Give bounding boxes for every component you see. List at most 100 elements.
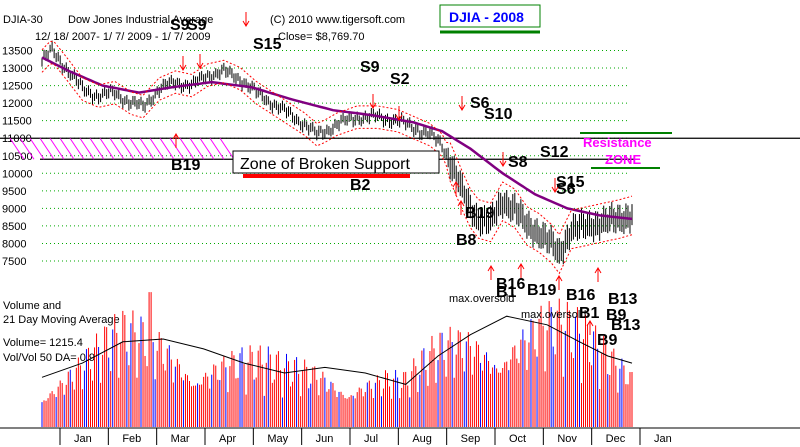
y-tick-label: 10000: [2, 168, 33, 180]
copyright: (C) 2010 www.tigersoft.com: [270, 14, 405, 26]
signal-label: B19: [171, 157, 200, 174]
signal-label: S12: [540, 144, 569, 161]
bollinger-band: [41, 40, 633, 275]
y-tick-label: 8500: [2, 221, 26, 233]
arrow-head: [172, 133, 180, 140]
volume-value: Volume= 1215.4: [3, 337, 83, 349]
hatch-line: [9, 137, 25, 160]
arrow-head: [242, 20, 250, 27]
signal-label: S9: [170, 17, 190, 34]
index-name: Dow Jones Industrial Average: [68, 14, 213, 26]
arrow-head: [457, 200, 465, 207]
signal-label: B8: [456, 232, 477, 249]
signal-label: B9: [606, 307, 627, 324]
x-tick-label: Jan: [74, 433, 92, 445]
signal-arrows: [172, 12, 602, 335]
volume-ma-line: [41, 315, 633, 385]
hatch-line: [29, 137, 45, 160]
signal-label: B9: [597, 332, 618, 349]
signal-label: S6: [556, 181, 576, 198]
arrow-head: [179, 64, 187, 71]
signal-label: B16: [496, 276, 525, 293]
ma-line: [41, 56, 633, 221]
hatch-line: [39, 137, 55, 160]
signal-label: B1: [579, 305, 600, 322]
hatch-line: [209, 137, 225, 160]
x-tick-label: Oct: [509, 433, 526, 445]
y-tick-label: 11000: [2, 133, 32, 145]
y-tick-label: 11500: [2, 116, 32, 128]
upper-band: [41, 40, 633, 236]
hatch-line: [109, 137, 125, 160]
y-tick-label: 13000: [2, 63, 33, 75]
hatch-line: [89, 137, 105, 160]
hatch-line: [219, 137, 235, 160]
signal-label: B13: [611, 317, 640, 334]
signal-label: B16: [566, 287, 595, 304]
y-tick-label: 9500: [2, 186, 26, 198]
zone-text: ZONE: [605, 152, 641, 167]
x-tick-label: Dec: [606, 433, 626, 445]
signal-label: S6: [470, 95, 490, 112]
signal-labels: S9S9S15S9S2S6S10S8S12S15S6B19B2B19B8B16B…: [170, 17, 640, 349]
signal-label: S15: [556, 174, 585, 191]
arrow-head: [395, 114, 403, 121]
hatch-line: [189, 137, 205, 160]
arrow-head: [452, 181, 460, 188]
signal-label: B2: [350, 177, 371, 194]
price-bars: [41, 40, 633, 265]
x-tick-label: Nov: [557, 433, 577, 445]
arrow-head: [369, 102, 377, 109]
hatch-line: [159, 137, 175, 160]
volume-title-2: 21 Day Moving Average: [3, 314, 120, 326]
x-tick-label: Sep: [461, 433, 481, 445]
y-tick-label: 7500: [2, 256, 26, 268]
x-tick-label: Jul: [364, 433, 378, 445]
arrow-head: [594, 267, 602, 274]
y-tick-label: 13500: [2, 46, 33, 58]
badge-text: DJIA - 2008: [449, 9, 524, 25]
hatch-line: [99, 137, 115, 160]
broken-support-box: Zone of Broken Support: [232, 150, 440, 178]
signal-label: B13: [608, 291, 637, 308]
hatch-line: [19, 137, 35, 160]
signal-label: S15: [253, 36, 282, 53]
arrow-head: [517, 263, 525, 270]
title-badge: DJIA - 2008: [439, 4, 541, 34]
y-tick-label: 10500: [2, 151, 33, 163]
volume-title-1: Volume and: [3, 300, 61, 312]
hatch-line: [49, 137, 65, 160]
signal-label: S2: [390, 71, 410, 88]
arrow-head: [487, 265, 495, 272]
hatch-line: [179, 137, 195, 160]
date-range: 12/ 18/ 2007- 1/ 7/ 2009 - 1/ 7/ 2009: [35, 31, 211, 43]
hatch-line: [59, 137, 75, 160]
hatch-line: [149, 137, 165, 160]
y-tick-label: 12500: [2, 81, 33, 93]
signal-label: B19: [527, 282, 556, 299]
hatch-line: [169, 137, 185, 160]
arrow-head: [551, 186, 559, 193]
resistance-label: Resistance ZONE: [580, 132, 672, 169]
max-oversold-1: max.oversold: [449, 293, 514, 305]
x-tick-label: Jan: [654, 433, 672, 445]
x-tick-label: Jun: [316, 433, 334, 445]
close-price: Close= $8,769.70: [278, 31, 365, 43]
y-tick-label: 8000: [2, 238, 26, 250]
signal-label: S9: [360, 59, 380, 76]
signal-label: B19: [465, 205, 494, 222]
price-axis: 13500 13000 12500 12000 11500 11000 10500 10000…: [2, 46, 33, 268]
y-tick-label: 12000: [2, 98, 33, 110]
x-tick-label: Feb: [122, 433, 141, 445]
signal-label: S10: [484, 106, 513, 123]
hatch-line: [139, 137, 155, 160]
y-tick-label: 9000: [2, 203, 26, 215]
arrow-head: [499, 160, 507, 167]
resistance-text: Resistance: [583, 135, 652, 150]
x-tick-label: Mar: [171, 433, 190, 445]
hatch-line: [119, 137, 135, 160]
x-tick-label: Aug: [412, 433, 432, 445]
arrow-head: [196, 62, 204, 69]
signal-label: S8: [508, 154, 528, 171]
